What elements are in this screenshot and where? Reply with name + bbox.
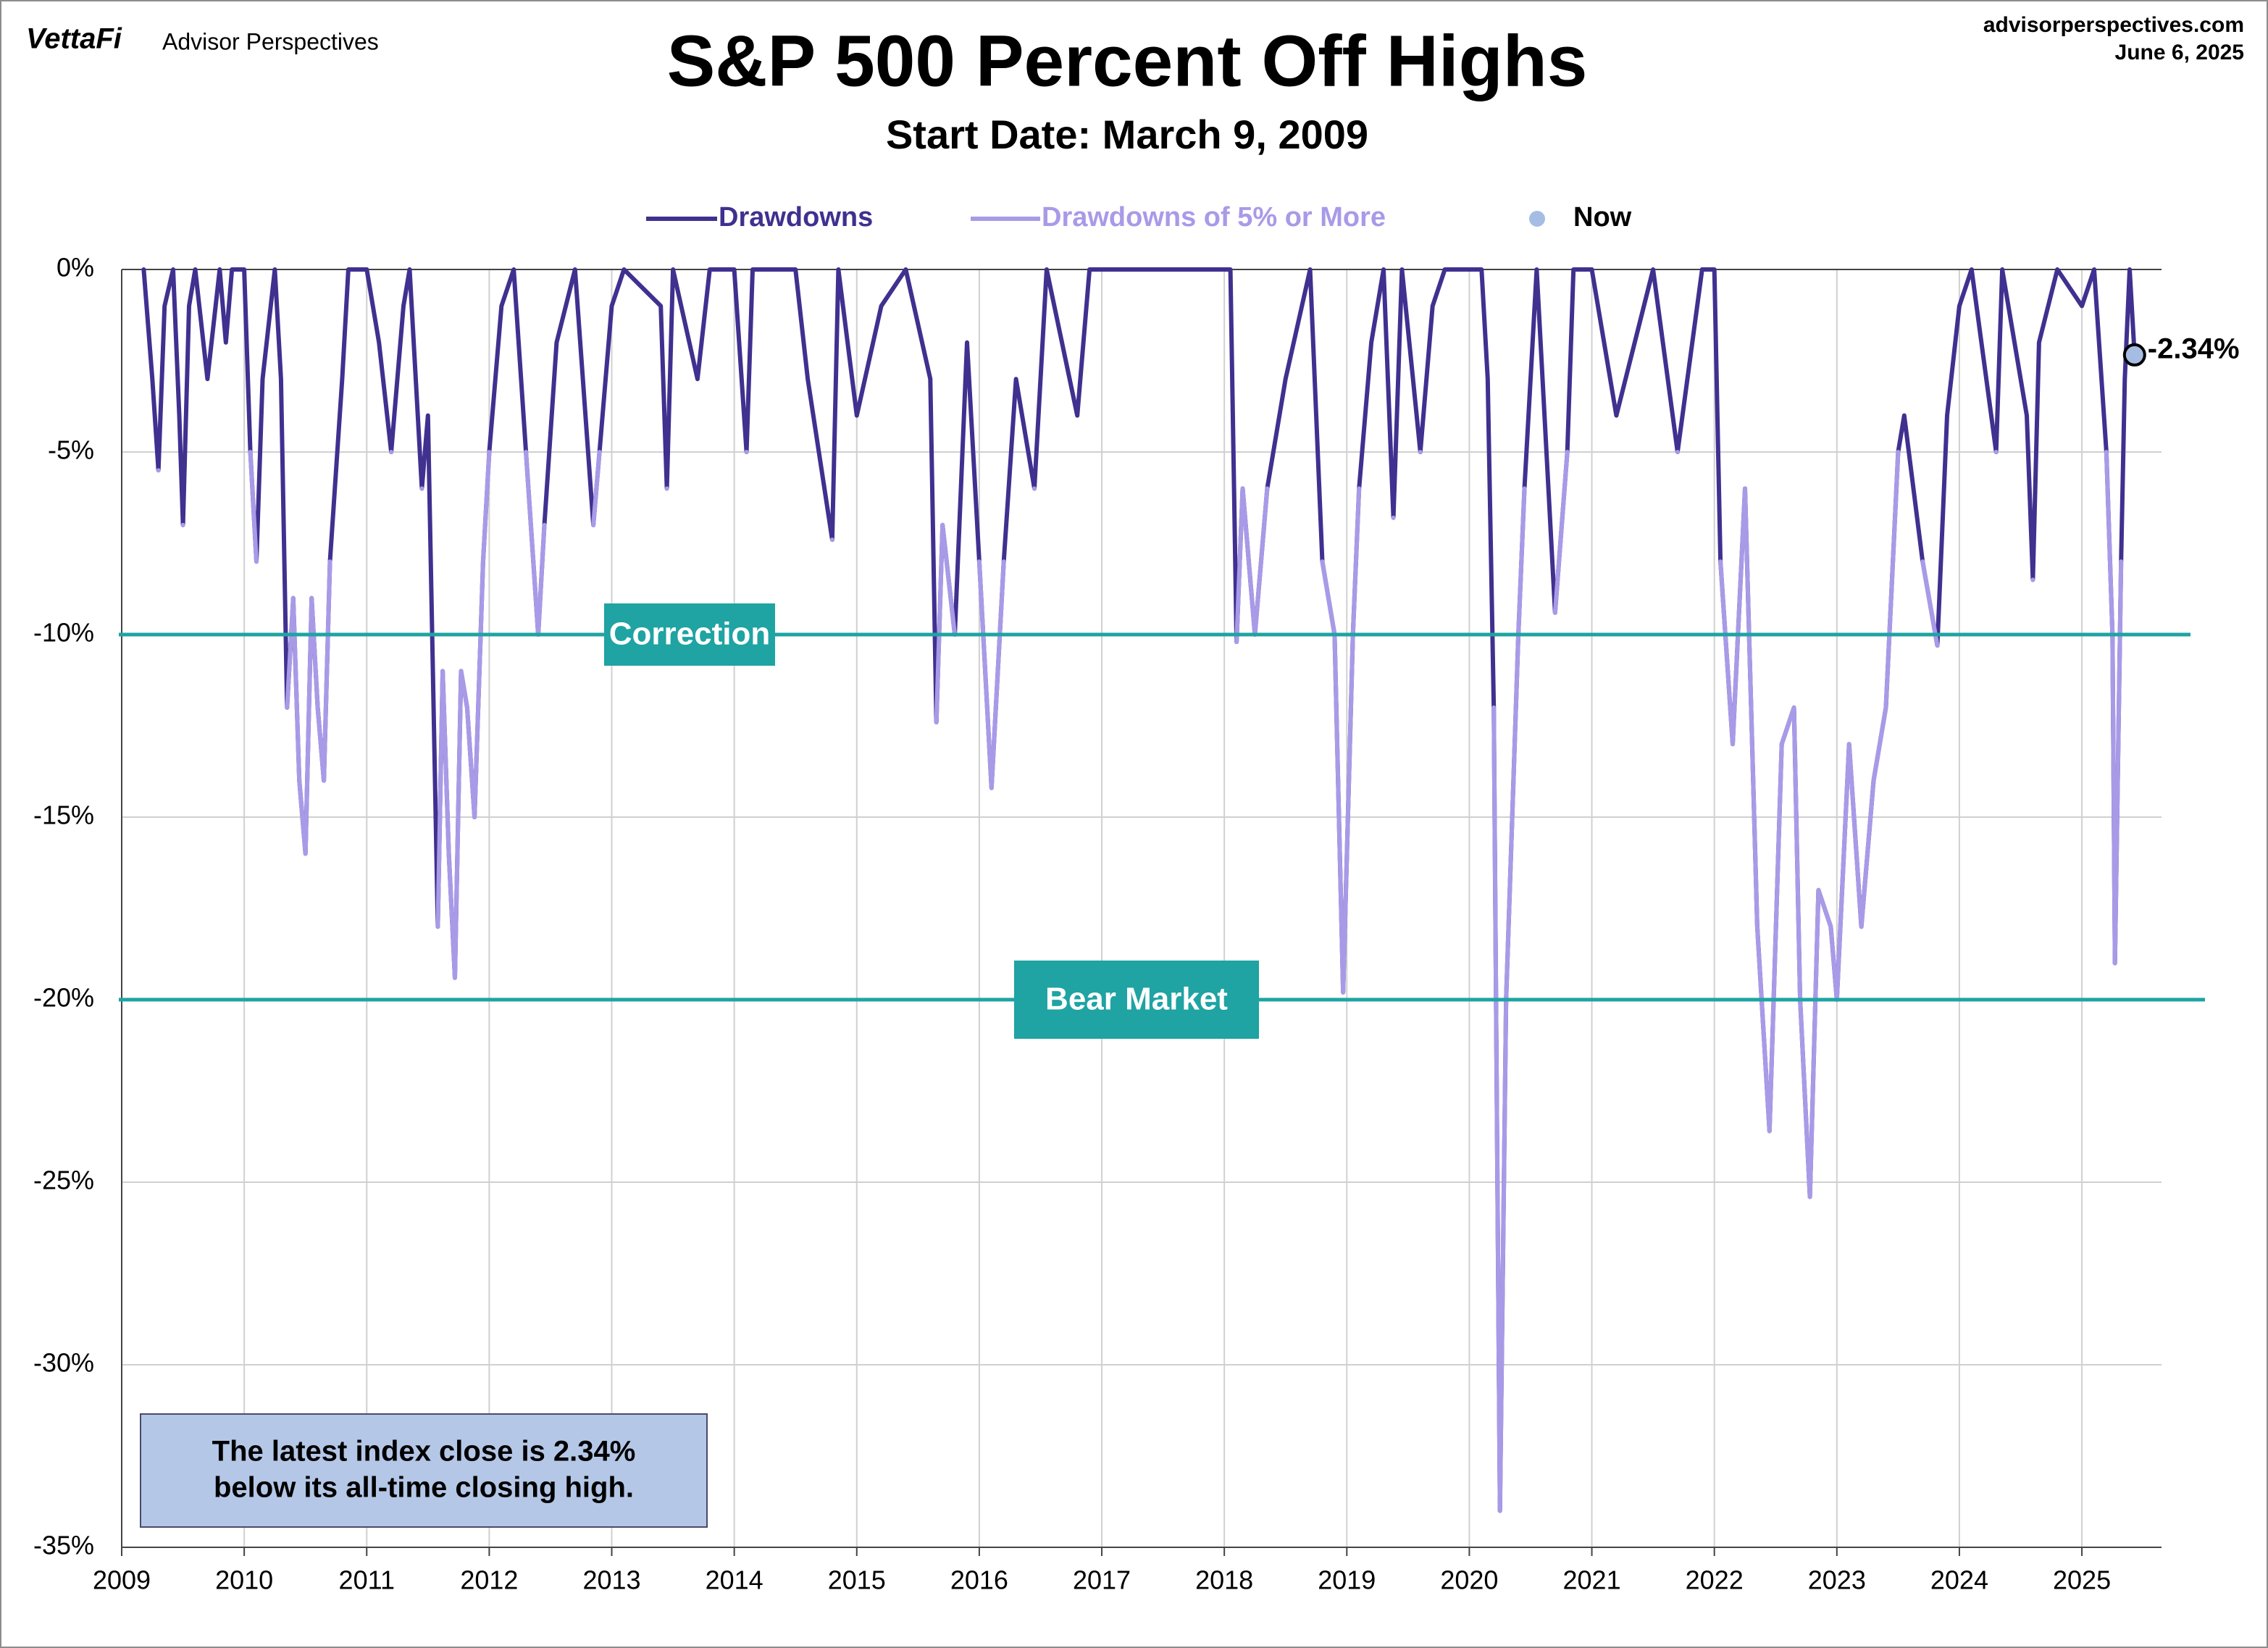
site: advisorperspectives.com <box>1983 13 2244 37</box>
x-tick-label: 2009 <box>93 1565 151 1595</box>
x-tick-label: 2023 <box>1808 1565 1866 1595</box>
x-tick-label: 2020 <box>1440 1565 1498 1595</box>
reference-label-box <box>1014 961 1259 1039</box>
y-tick-label: -20% <box>33 983 94 1013</box>
legend-label: Drawdowns of 5% or More <box>1042 202 1386 233</box>
x-tick-label: 2017 <box>1073 1565 1131 1595</box>
x-tick-label: 2013 <box>582 1565 640 1595</box>
x-tick-label: 2014 <box>706 1565 763 1595</box>
x-tick-label: 2016 <box>950 1565 1008 1595</box>
note-line: The latest index close is 2.34% <box>212 1436 636 1468</box>
reference-label: Correction <box>609 616 770 652</box>
date: June 6, 2025 <box>2115 41 2244 64</box>
y-tick-label: -25% <box>33 1166 94 1195</box>
y-tick-label: -10% <box>33 618 94 648</box>
note-line: below its all-time closing high. <box>214 1472 634 1504</box>
x-tick-label: 2012 <box>460 1565 518 1595</box>
y-tick-label: -15% <box>33 800 94 830</box>
chart-title: S&P 500 Percent Off Highs <box>667 20 1588 101</box>
x-tick-label: 2024 <box>1930 1565 1988 1595</box>
note-box <box>140 1413 708 1528</box>
y-tick-label: 0% <box>57 253 94 283</box>
reference-label-box <box>604 603 775 666</box>
x-tick-label: 2011 <box>339 1565 395 1595</box>
now-label: -2.34% <box>2148 332 2240 364</box>
y-tick-label: -5% <box>48 435 94 465</box>
x-tick-label: 2019 <box>1318 1565 1376 1595</box>
reference-label: Bear Market <box>1045 982 1228 1017</box>
y-tick-label: -35% <box>33 1531 94 1560</box>
series-line <box>156 450 2124 1513</box>
x-tick-label: 2015 <box>828 1565 886 1595</box>
chart-subtitle: Start Date: March 9, 2009 <box>886 112 1368 157</box>
now-point <box>2122 343 2146 367</box>
y-tick-label: -30% <box>33 1348 94 1378</box>
x-tick-label: 2018 <box>1195 1565 1253 1595</box>
brand: VettaFi <box>26 23 122 55</box>
legend-label: Drawdowns <box>719 202 873 233</box>
x-tick-label: 2010 <box>215 1565 273 1595</box>
x-tick-label: 2025 <box>2053 1565 2111 1595</box>
x-tick-label: 2021 <box>1563 1565 1621 1595</box>
x-tick-label: 2022 <box>1686 1565 1744 1595</box>
legend-swatch <box>1529 211 1545 227</box>
publisher: Advisor Perspectives <box>162 28 379 54</box>
legend-label: Now <box>1573 202 1632 233</box>
